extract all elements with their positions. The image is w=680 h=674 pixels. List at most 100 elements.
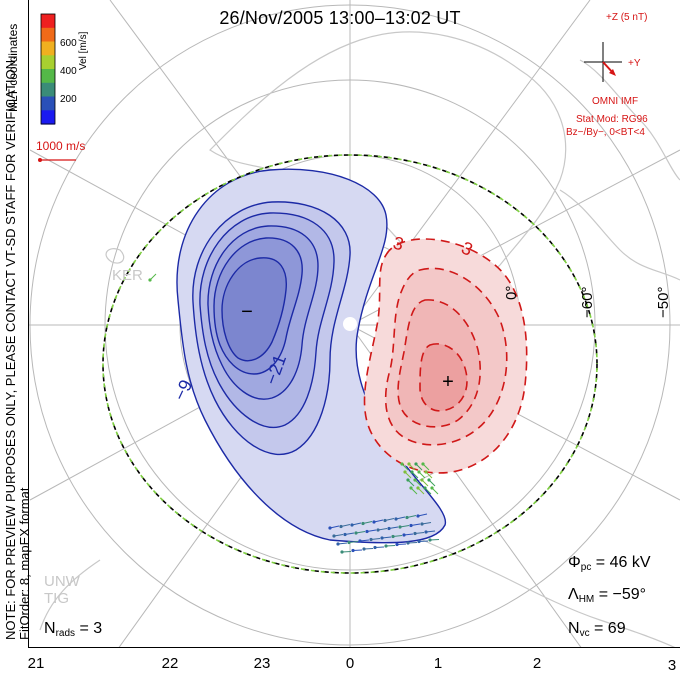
nvc-symbol: Nvc [568, 620, 590, 639]
plot-frame-bottom [28, 647, 680, 648]
vector-origin [350, 523, 354, 527]
vector-origin [405, 515, 409, 520]
vector-origin [394, 517, 398, 521]
coastline-south [39, 248, 678, 648]
velocity-colorbar [40, 13, 56, 125]
preview-note: NOTE: FOR PREVIEW PURPOSES ONLY, PLEASE … [3, 56, 32, 640]
vector-origin [365, 529, 369, 534]
vector-origin [417, 539, 421, 544]
potential-maximum-marker: + [442, 371, 454, 393]
negative-convection-cell [176, 168, 447, 544]
magnetic-pole-marker [343, 317, 357, 331]
vector-origin [383, 518, 387, 523]
imf-model: Stat Mod: RG96 [576, 114, 648, 125]
colorbar-swatch [41, 14, 55, 29]
lambda-symbol: ΛHM [568, 586, 595, 605]
longitude-label: 3 [668, 657, 676, 674]
imf-y-label: +Y [628, 58, 641, 69]
vector-origin [402, 533, 406, 537]
vector-origin [362, 547, 366, 551]
n-vc-value: = 69 [594, 620, 626, 637]
velocity-scale-label: 1000 m/s [36, 139, 86, 153]
vector-origin [409, 523, 413, 528]
contour-line [221, 257, 287, 362]
imf-clock-dial [584, 42, 622, 82]
mlt-tick-label: 0 [345, 655, 355, 672]
latitude-label: −50° [655, 287, 672, 318]
vector-origin [336, 542, 340, 546]
radar-count: Nrads = 3 [44, 620, 102, 639]
vector-origin [384, 544, 388, 548]
vector-origin [380, 536, 384, 540]
coordinates-label: MLT coordinates [6, 23, 20, 112]
imf-condition: Bz−/By−, 0<BT<4 [566, 127, 645, 138]
vector-origin [406, 541, 410, 545]
mlt-tick-label: 21 [27, 655, 45, 672]
vector-origin [430, 486, 434, 490]
lambda-hm-value: = −59° [598, 586, 647, 603]
longitude-label: 0° [503, 286, 520, 300]
vector-origin [369, 537, 373, 542]
contour-label-positive: 3 [391, 233, 406, 255]
fitorder-line: FitOrder: 8, mapEX format [17, 487, 32, 640]
imf-z-label: +Z (5 nT) [606, 12, 648, 23]
vector-origin [328, 526, 332, 530]
mlt-tick-label: 1 [433, 655, 443, 672]
vector-origin [373, 545, 377, 550]
colorbar-swatch [41, 110, 55, 125]
vector-origin [417, 470, 421, 474]
colorbar-label-text: Vel [m/s] [78, 31, 89, 70]
nrads-symbol: Nrads [44, 620, 76, 639]
velocity-vectors [148, 273, 440, 554]
imf-source: OMNI IMF [592, 96, 639, 107]
vector-origin [410, 470, 414, 474]
colorbar-tick-600: 600 [60, 38, 77, 49]
colorbar-label: Vel [m/s] [78, 32, 89, 70]
positive-convection-cell [363, 238, 528, 474]
phi-pc-value: = 46 kV [595, 554, 651, 571]
preview-note-line: NOTE: FOR PREVIEW PURPOSES ONLY, PLEASE … [3, 56, 18, 640]
vector-origin [376, 528, 380, 532]
vector-origin [354, 531, 358, 535]
map-title: 26/Nov/2005 13:00–13:02 UT [219, 8, 461, 28]
coastline-arctic-islands [559, 59, 680, 281]
vector-origin [427, 478, 431, 482]
heppner-maynard-boundary-green [102, 154, 598, 574]
vector-origin [395, 542, 399, 547]
colorbar-swatch [41, 69, 55, 84]
vector-origin [400, 462, 404, 466]
vector-origin [340, 550, 344, 554]
vector-origin [387, 526, 391, 531]
colorbar-swatch [41, 96, 55, 111]
vector-origin [351, 548, 355, 553]
colorbar-tick-200: 200 [60, 94, 77, 105]
vector-origin [403, 470, 407, 474]
mlt-tick-label: 2 [532, 655, 542, 672]
velocity-scale-reference [38, 158, 76, 162]
vector-origin [347, 540, 351, 545]
colorbar-swatch [41, 82, 55, 98]
vector-origin [339, 524, 343, 529]
colorbar-swatch [41, 41, 55, 56]
vector-origin [424, 530, 428, 534]
vector-origin [428, 538, 432, 542]
vector-origin [416, 514, 420, 518]
station-label-unw: UNW [44, 573, 81, 590]
vector-origin [420, 478, 424, 482]
mlt-tick-label: 23 [253, 655, 271, 672]
cross-polar-cap-potential: Φpc = 46 kV [568, 554, 650, 573]
vector-origin [424, 470, 428, 474]
vector-origin [332, 534, 336, 538]
vector-origin [148, 278, 152, 282]
vector-origin [421, 462, 425, 466]
vector-origin [409, 486, 413, 490]
contour-line [419, 343, 468, 412]
phi-symbol: Φpc [568, 554, 592, 573]
vector-origin [413, 531, 417, 536]
vector-origin [372, 520, 376, 524]
vector-origin [361, 521, 365, 526]
colorbar-swatch [41, 27, 55, 43]
station-label-ker: KER [112, 267, 143, 284]
